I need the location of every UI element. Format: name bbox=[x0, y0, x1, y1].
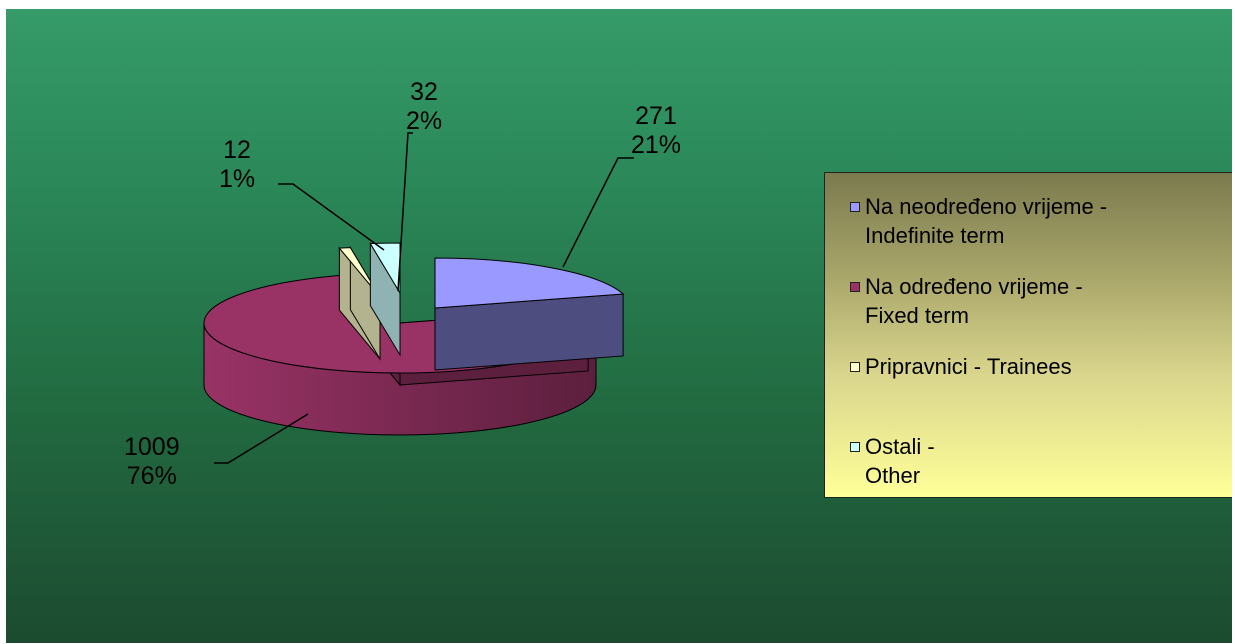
leader-line-fixed bbox=[214, 413, 309, 464]
legend-item-other: Ostali - Other bbox=[850, 432, 935, 490]
legend-swatch-fixed bbox=[850, 282, 860, 292]
legend-label-trainees: Pripravnici - Trainees bbox=[865, 354, 1072, 379]
data-label-other: 32 2% bbox=[406, 78, 442, 136]
percent-label-other: 2% bbox=[406, 107, 443, 135]
percent-label-indefinite: 21% bbox=[631, 131, 682, 159]
value-label-trainees: 12 bbox=[223, 136, 251, 164]
legend-label-other-line1: Ostali - bbox=[865, 434, 935, 459]
value-label-indefinite: 271 bbox=[635, 102, 677, 130]
leader-line-indefinite bbox=[562, 157, 634, 268]
legend-label-indefinite-line2: Indefinite term bbox=[865, 223, 1005, 248]
legend-label-fixed-line1: Na određeno vrijeme - bbox=[865, 274, 1083, 299]
pie-chart bbox=[203, 132, 634, 464]
legend-item-trainees: Pripravnici - Trainees bbox=[850, 352, 1072, 381]
pie-slice-other bbox=[369, 241, 401, 357]
pie-slice-top-trainees bbox=[338, 247, 381, 298]
pie-slice-indefinite bbox=[434, 257, 625, 371]
legend-label-fixed-line2: Fixed term bbox=[865, 303, 969, 328]
pie-slice-trainees bbox=[338, 245, 381, 361]
percent-label-fixed: 76% bbox=[126, 462, 177, 490]
legend-swatch-indefinite bbox=[850, 202, 860, 212]
legend-swatch-other bbox=[850, 442, 860, 452]
leader-line-trainees bbox=[278, 183, 385, 251]
data-label-fixed: 1009 76% bbox=[124, 433, 180, 491]
pie-slice-top-other bbox=[369, 242, 401, 295]
data-label-indefinite: 271 21% bbox=[631, 102, 681, 160]
legend-label-indefinite-line1: Na neodređeno vrijeme - bbox=[865, 194, 1108, 219]
leader-line-other bbox=[397, 132, 413, 292]
value-label-other: 32 bbox=[410, 78, 438, 106]
legend: Na neodređeno vrijeme - Indefinite term … bbox=[824, 172, 1232, 498]
data-label-trainees: 12 1% bbox=[219, 136, 255, 194]
legend-label-other-line2: Other bbox=[865, 463, 921, 488]
pie-slice-top-indefinite bbox=[434, 257, 625, 309]
legend-swatch-trainees bbox=[850, 362, 860, 372]
percent-label-trainees: 1% bbox=[219, 165, 256, 193]
legend-item-fixed: Na određeno vrijeme - Fixed term bbox=[850, 272, 1083, 330]
chart-area: 271 21% 1009 76% 12 1% 32 2% Na neodređe… bbox=[6, 9, 1232, 643]
legend-item-indefinite: Na neodređeno vrijeme - Indefinite term bbox=[850, 192, 1108, 250]
value-label-fixed: 1009 bbox=[124, 433, 180, 461]
